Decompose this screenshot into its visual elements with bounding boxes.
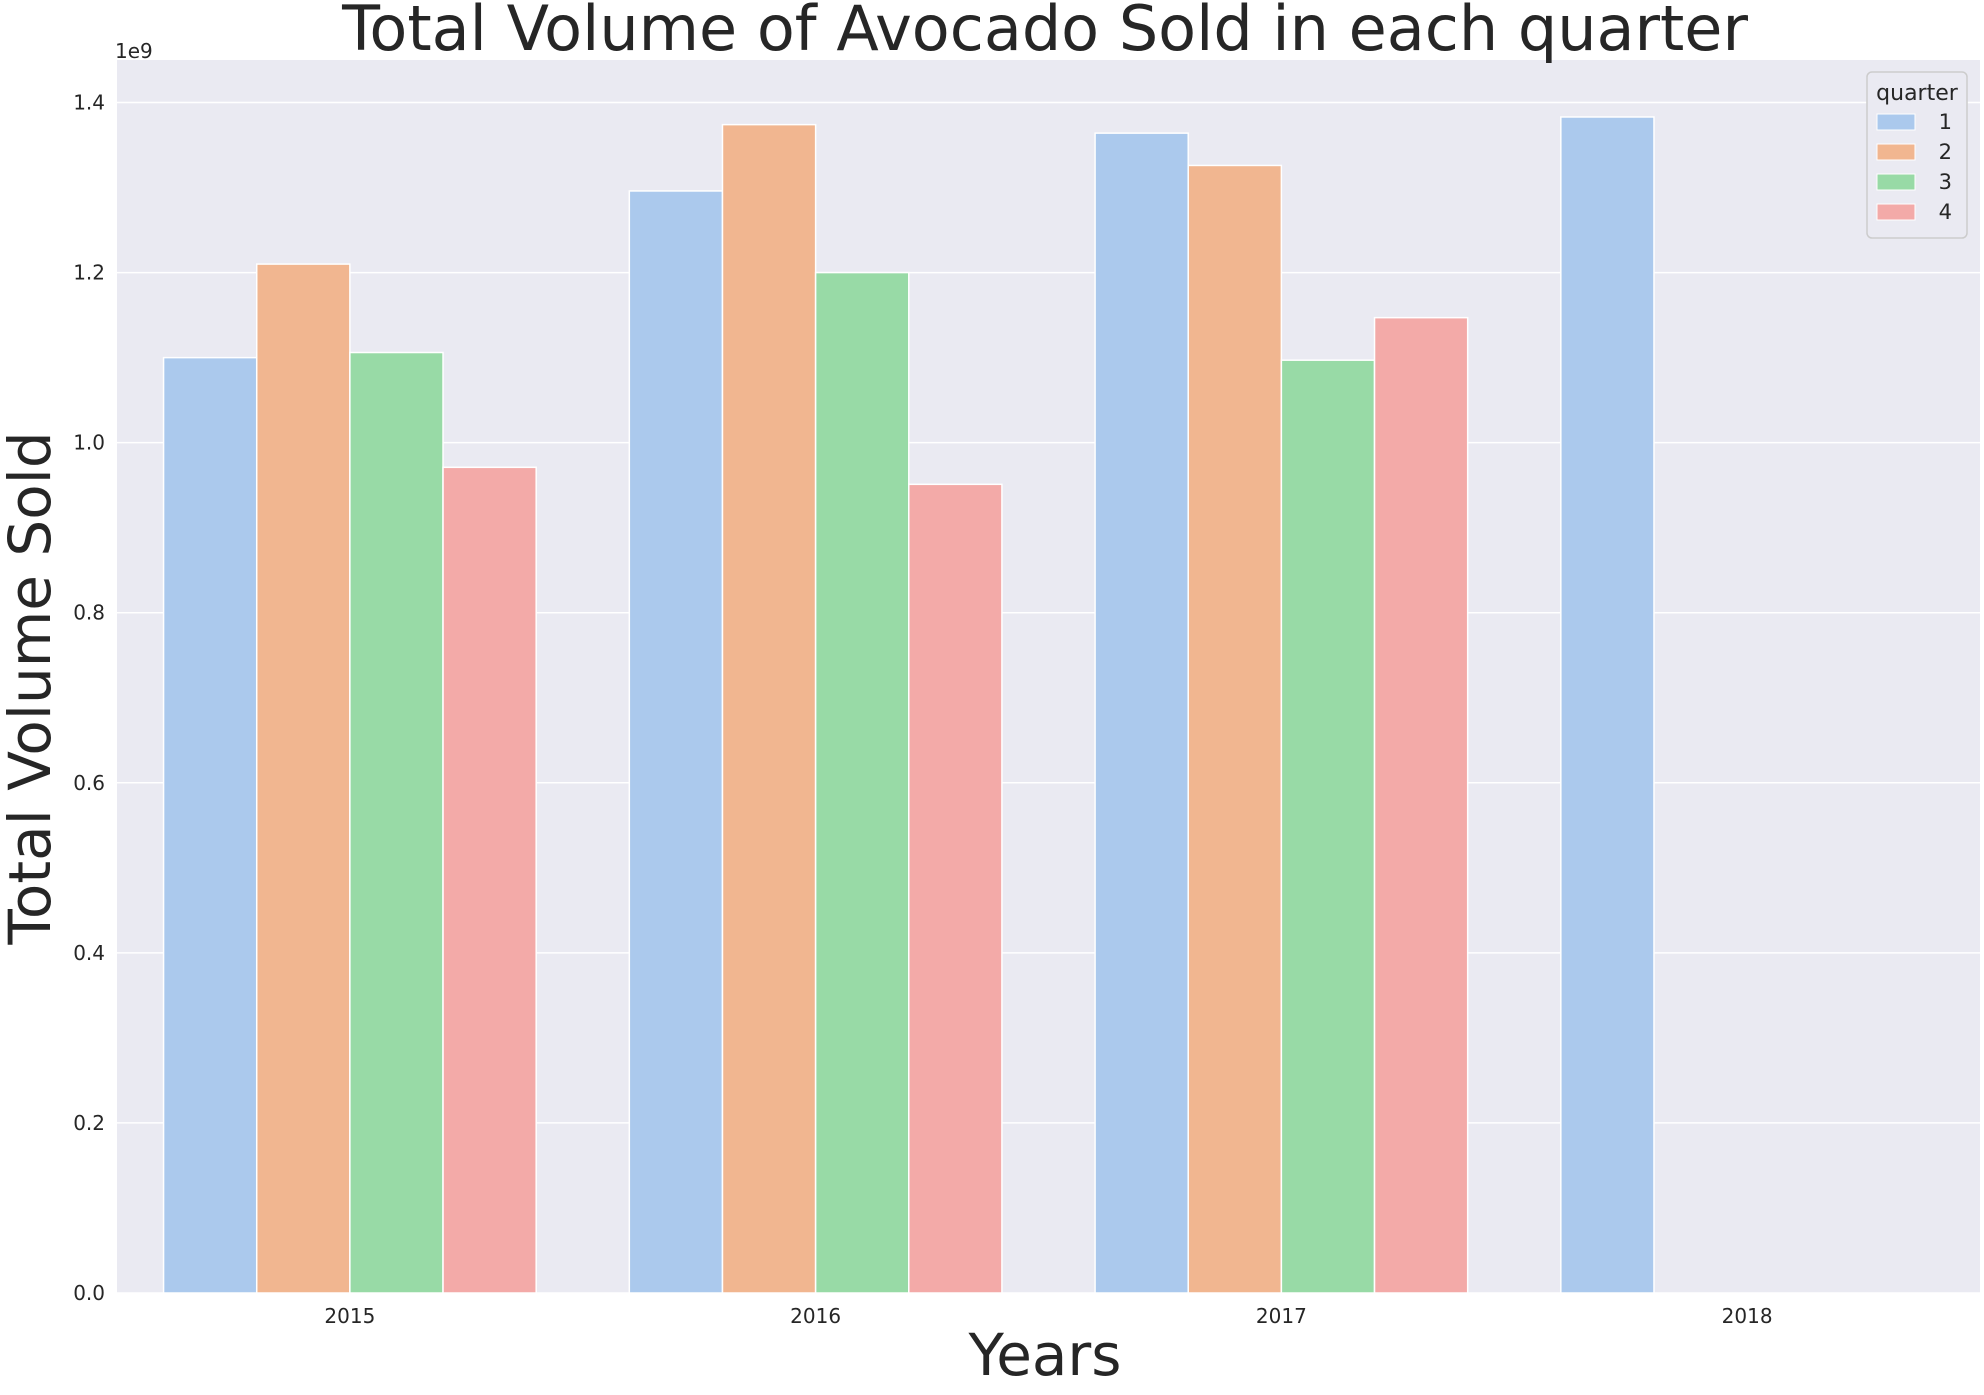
bar-2016-q1 <box>628 190 724 1294</box>
legend-label: 1 <box>1939 110 1952 134</box>
legend: quarter 1 2 3 4 <box>1866 71 1968 239</box>
y-axis-ticks: 0.0 0.2 0.4 0.6 0.8 1.0 1.2 1.4 <box>73 91 105 1305</box>
y-axis-label: Total Volume Sold <box>0 431 64 945</box>
legend-label: 3 <box>1939 170 1952 194</box>
bar-2016-q4 <box>908 483 1003 1294</box>
bar-2015-q2 <box>255 263 351 1294</box>
y-tick-label: 0.2 <box>73 1111 105 1135</box>
legend-swatch <box>1876 203 1916 221</box>
bar-2015-q1 <box>162 356 258 1294</box>
x-axis-label: Years <box>967 1321 1121 1389</box>
bar-2018-q1 <box>1560 116 1655 1294</box>
y-tick-label: 0.8 <box>73 601 105 625</box>
x-tick-label: 2015 <box>324 1304 375 1328</box>
y-tick-label: 0.4 <box>73 941 105 965</box>
legend-swatch <box>1876 113 1916 131</box>
y-tick-label: 1.0 <box>73 431 105 455</box>
x-tick-label: 2017 <box>1256 1304 1307 1328</box>
y-tick-label: 0.6 <box>73 771 105 795</box>
y-tick-label: 1.4 <box>73 91 105 115</box>
bar-2015-q3 <box>349 351 444 1294</box>
bar-2016-q3 <box>814 271 910 1294</box>
legend-label: 2 <box>1939 140 1952 164</box>
bar-2017-q2 <box>1187 164 1283 1294</box>
bar-2017-q3 <box>1280 359 1376 1294</box>
x-tick-label: 2016 <box>790 1304 841 1328</box>
bar-2017-q4 <box>1373 316 1469 1294</box>
y-offset-label: 1e9 <box>115 39 153 63</box>
legend-title: quarter <box>1876 81 1959 106</box>
legend-label: 4 <box>1939 200 1952 224</box>
bar-2015-q4 <box>442 466 537 1294</box>
legend-swatch <box>1876 173 1916 191</box>
chart-title: Total Volume of Avocado Sold in each qua… <box>341 0 1748 65</box>
bar-2017-q1 <box>1094 132 1189 1294</box>
y-tick-label: 0.0 <box>73 1281 105 1305</box>
x-tick-label: 2018 <box>1722 1304 1773 1328</box>
bar-2016-q2 <box>721 123 817 1294</box>
bars <box>162 116 1655 1294</box>
legend-swatch <box>1876 143 1916 161</box>
y-tick-label: 1.2 <box>73 261 105 285</box>
x-axis-ticks: 2015 2016 2017 2018 <box>324 1304 1772 1328</box>
